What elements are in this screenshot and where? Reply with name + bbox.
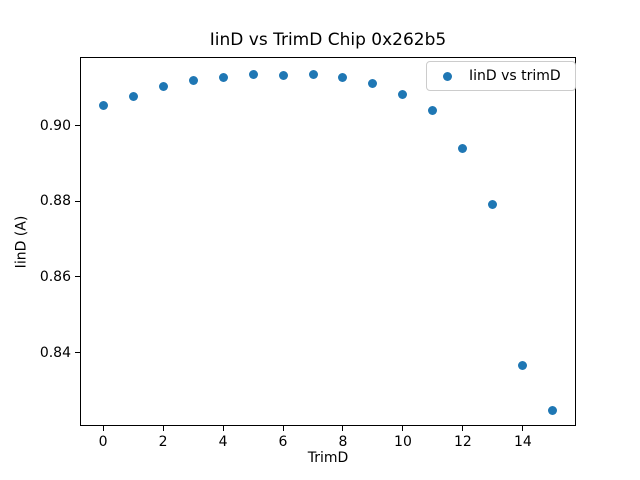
x-tick-label: 14 [513,434,532,450]
data-point [248,70,258,80]
x-tick-label: 2 [158,434,168,450]
data-point [368,79,378,89]
data-point [218,72,228,82]
x-tick-mark [282,426,284,431]
y-tick-label: 0.88 [39,193,71,210]
x-tick-mark [342,426,344,431]
x-tick-mark [162,426,164,431]
data-point [548,405,558,415]
x-tick-label: 0 [98,434,108,450]
data-point [398,90,408,100]
data-point [188,76,198,86]
data-point [98,101,108,111]
y-tick-mark [75,200,80,202]
legend-marker-icon [443,71,452,81]
x-tick-label: 10 [394,434,412,450]
legend: IinD vs trimD [426,61,576,91]
x-tick-label: 12 [454,434,472,450]
y-tick-mark [75,125,80,126]
legend-label: IinD vs trimD [469,68,561,84]
data-point [128,91,138,101]
x-axis-label: TrimD [307,450,349,466]
data-point [278,71,288,81]
y-tick-mark [75,276,80,278]
x-tick-mark [222,426,224,431]
x-tick-mark [402,426,404,431]
data-point [158,82,168,92]
data-point [518,360,528,370]
y-tick-label: 0.86 [39,268,71,285]
data-point [308,70,318,80]
y-tick-mark [75,352,80,354]
plot-area [80,57,576,426]
x-tick-label: 4 [218,434,228,450]
y-tick-label: 0.84 [39,344,71,361]
x-tick-label: 8 [338,434,348,450]
x-tick-mark [462,426,464,431]
y-tick-label: 0.90 [39,117,71,134]
data-point [488,200,498,210]
data-point [458,144,468,154]
x-tick-label: 6 [278,434,288,450]
y-axis-label-text: IinD (A) [13,215,30,269]
x-tick-mark [102,426,104,431]
x-tick-mark [522,426,524,431]
data-point [338,72,348,82]
chart-title: IinD vs TrimD Chip 0x262b5 [209,30,447,50]
data-point [428,106,438,116]
